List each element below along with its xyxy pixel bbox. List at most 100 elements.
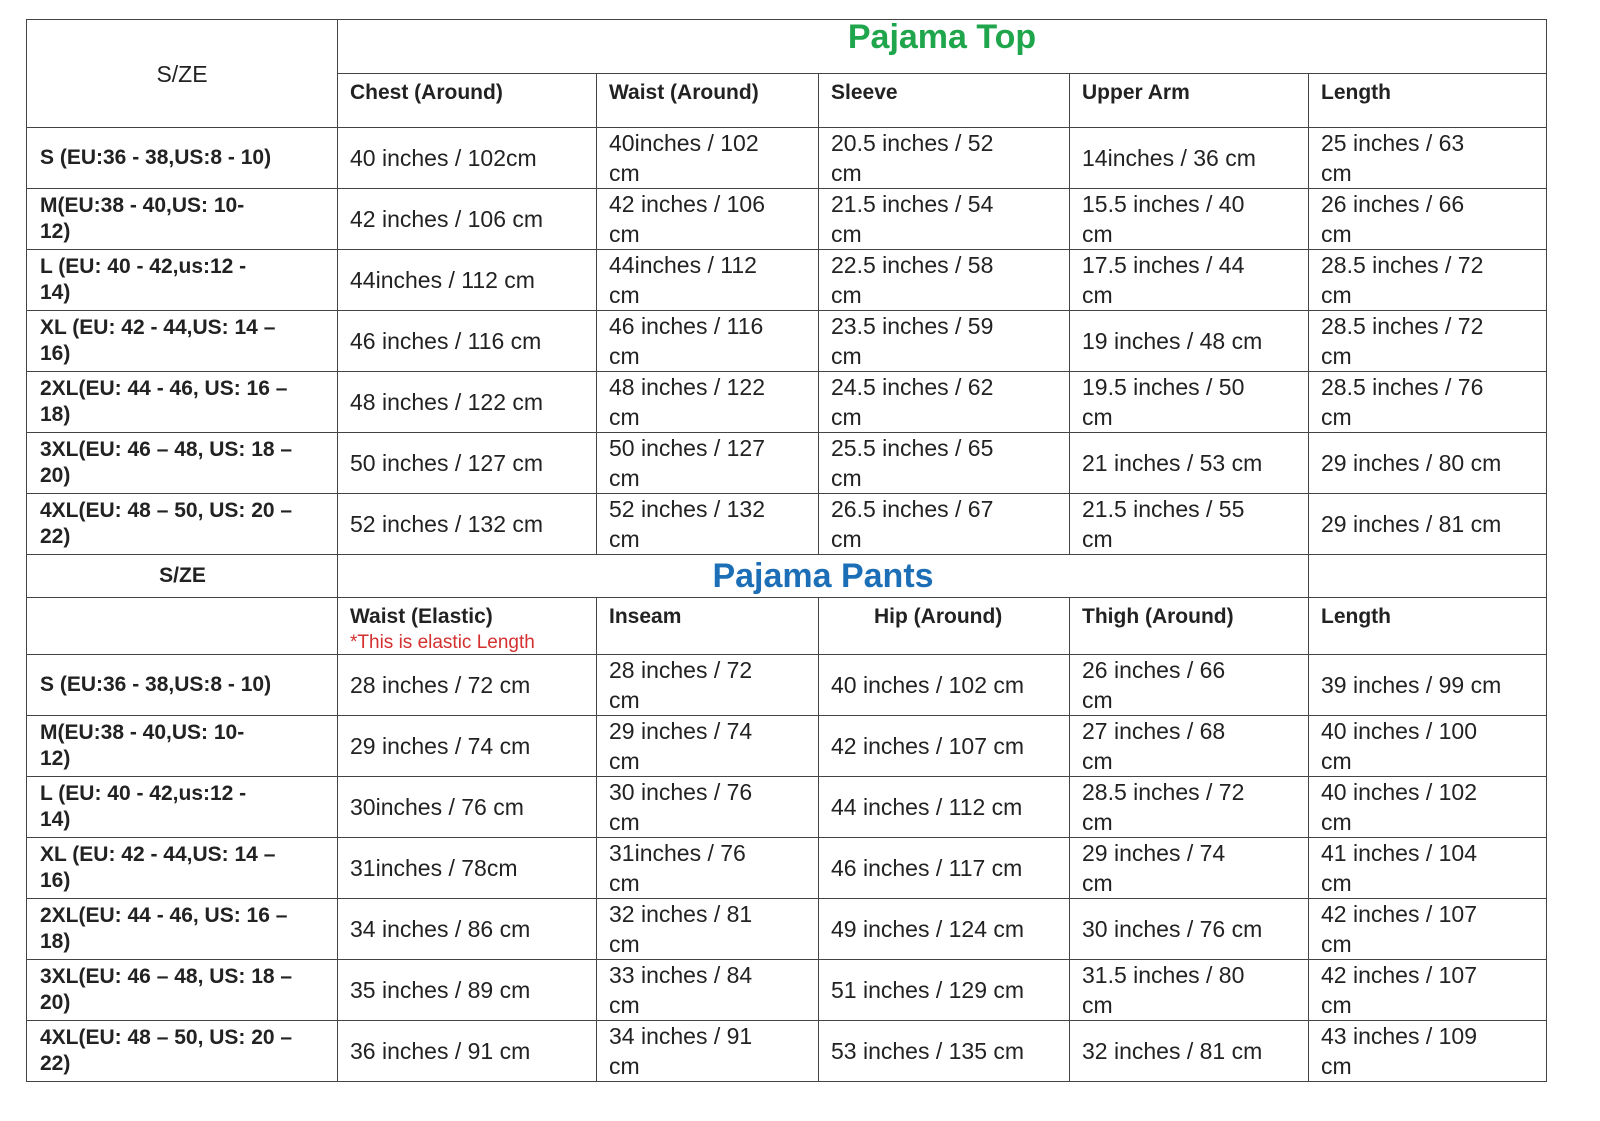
pants-column-header: Hip (Around): [818, 597, 1070, 655]
pants-column-header: Length: [1307, 597, 1548, 655]
measurement-cell: 41 inches / 104 cm: [1307, 837, 1548, 899]
measurement-cell: 28.5 inches / 72 cm: [1307, 310, 1548, 372]
measurement-cell: 31inches / 76 cm: [596, 837, 819, 899]
measurement-cell: 44inches / 112 cm: [337, 249, 597, 311]
top-table-row: 2XL(EU: 44 - 46, US: 16 – 18) 48 inches /…: [26, 371, 1548, 433]
measurement-cell: 50 inches / 127 cm: [337, 432, 597, 494]
size-cell: 2XL(EU: 44 - 46, US: 16 – 18): [26, 371, 338, 433]
measurement-cell: 43 inches / 109 cm: [1307, 1020, 1548, 1082]
pants-table-row: XL (EU: 42 - 44,US: 14 – 16) 31inches / 7…: [26, 837, 1548, 899]
measurement-cell: 24.5 inches / 62 cm: [818, 371, 1070, 433]
pants-header-label: Length: [1321, 605, 1391, 628]
measurement-cell: 20.5 inches / 52 cm: [818, 127, 1070, 189]
measurement-cell: 34 inches / 86 cm: [337, 898, 597, 960]
measurement-cell: 40 inches / 102 cm: [818, 654, 1070, 716]
measurement-cell: 44inches / 112 cm: [596, 249, 819, 311]
measurement-cell: 30 inches / 76 cm: [1069, 898, 1309, 960]
measurement-cell: 25 inches / 63 cm: [1307, 127, 1548, 189]
pants-size-label: S/ZE: [26, 554, 338, 598]
measurement-cell: 35 inches / 89 cm: [337, 959, 597, 1021]
measurement-cell: 28 inches / 72 cm: [596, 654, 819, 716]
size-cell: L (EU: 40 - 42,us:12 - 14): [26, 776, 338, 838]
pajama-pants-title: Pajama Pants: [337, 554, 1309, 598]
measurement-cell: 29 inches / 74 cm: [1069, 837, 1309, 899]
measurement-cell: 15.5 inches / 40 cm: [1069, 188, 1309, 250]
measurement-cell: 40inches / 102 cm: [596, 127, 819, 189]
size-cell: S (EU:36 - 38,US:8 - 10): [26, 654, 338, 716]
size-cell: 4XL(EU: 48 – 50, US: 20 – 22): [26, 1020, 338, 1082]
measurement-cell: 28.5 inches / 72 cm: [1069, 776, 1309, 838]
measurement-cell: 26 inches / 66 cm: [1307, 188, 1548, 250]
measurement-cell: 50 inches / 127 cm: [596, 432, 819, 494]
measurement-cell: 14inches / 36 cm: [1069, 127, 1309, 189]
pants-column-header: Inseam: [596, 597, 819, 655]
measurement-cell: 40 inches / 102cm: [337, 127, 597, 189]
pants-column-header: Waist (Elastic) *This is elastic Length: [337, 597, 597, 655]
measurement-cell: 29 inches / 74 cm: [337, 715, 597, 777]
pajama-top-title: Pajama Top: [336, 19, 1548, 74]
measurement-cell: 17.5 inches / 44 cm: [1069, 249, 1309, 311]
measurement-cell: 51 inches / 129 cm: [818, 959, 1070, 1021]
pants-header-label: Thigh (Around): [1082, 605, 1234, 628]
measurement-cell: 42 inches / 107 cm: [818, 715, 1070, 777]
top-column-header: Waist (Around): [596, 73, 819, 128]
pants-table-row: 4XL(EU: 48 – 50, US: 20 – 22) 36 inches /…: [26, 1020, 1548, 1082]
measurement-cell: 28.5 inches / 76 cm: [1307, 371, 1548, 433]
pants-header-row: Waist (Elastic) *This is elastic Length In…: [26, 597, 1548, 655]
measurement-cell: 28 inches / 72 cm: [337, 654, 597, 716]
top-column-header: Upper Arm: [1069, 73, 1309, 128]
size-cell: M(EU:38 - 40,US: 10- 12): [26, 188, 338, 250]
measurement-cell: 32 inches / 81 cm: [596, 898, 819, 960]
top-table-row: M(EU:38 - 40,US: 10- 12) 42 inches / 106 …: [26, 188, 1548, 250]
measurement-cell: 39 inches / 99 cm: [1307, 654, 1548, 716]
pants-table-row: 3XL(EU: 46 – 48, US: 18 – 20) 35 inches /…: [26, 959, 1548, 1021]
measurement-cell: 28.5 inches / 72 cm: [1307, 249, 1548, 311]
measurement-cell: 46 inches / 116 cm: [596, 310, 819, 372]
measurement-cell: 42 inches / 106 cm: [596, 188, 819, 250]
measurement-cell: 22.5 inches / 58 cm: [818, 249, 1070, 311]
measurement-cell: 52 inches / 132 cm: [337, 493, 597, 555]
measurement-cell: 26 inches / 66 cm: [1069, 654, 1309, 716]
size-cell: XL (EU: 42 - 44,US: 14 – 16): [26, 310, 338, 372]
measurement-cell: 34 inches / 91 cm: [596, 1020, 819, 1082]
pants-table-row: L (EU: 40 - 42,us:12 - 14) 30inches / 76 …: [26, 776, 1548, 838]
measurement-cell: 31inches / 78cm: [337, 837, 597, 899]
pants-header-label: Inseam: [609, 605, 682, 628]
measurement-cell: 32 inches / 81 cm: [1069, 1020, 1309, 1082]
size-cell: L (EU: 40 - 42,us:12 - 14): [26, 249, 338, 311]
size-cell: S (EU:36 - 38,US:8 - 10): [26, 127, 338, 189]
top-title-row: S/ZE Pajama Top: [26, 19, 1548, 128]
measurement-cell: 48 inches / 122 cm: [596, 371, 819, 433]
measurement-cell: 19 inches / 48 cm: [1069, 310, 1309, 372]
measurement-cell: 29 inches / 74 cm: [596, 715, 819, 777]
pants-header-label: Waist (Elastic): [350, 605, 493, 628]
measurement-cell: 30 inches / 76 cm: [596, 776, 819, 838]
measurement-cell: 49 inches / 124 cm: [818, 898, 1070, 960]
top-header-row: Chest (Around) Waist (Around) Sleeve Upper …: [27, 73, 1548, 128]
measurement-cell: 25.5 inches / 65 cm: [818, 432, 1070, 494]
size-cell: M(EU:38 - 40,US: 10- 12): [26, 715, 338, 777]
measurement-cell: 46 inches / 117 cm: [818, 837, 1070, 899]
measurement-cell: 21 inches / 53 cm: [1069, 432, 1309, 494]
top-column-header: Sleeve: [818, 73, 1070, 128]
measurement-cell: 30inches / 76 cm: [337, 776, 597, 838]
measurement-cell: 53 inches / 135 cm: [818, 1020, 1070, 1082]
size-cell: 3XL(EU: 46 – 48, US: 18 – 20): [26, 959, 338, 1021]
measurement-cell: 46 inches / 116 cm: [337, 310, 597, 372]
measurement-cell: 33 inches / 84 cm: [596, 959, 819, 1021]
top-table-row: 3XL(EU: 46 – 48, US: 18 – 20) 50 inches /…: [26, 432, 1548, 494]
top-table-row: L (EU: 40 - 42,us:12 - 14) 44inches / 112…: [26, 249, 1548, 311]
pants-header-label: Hip (Around): [874, 605, 1003, 628]
measurement-cell: 26.5 inches / 67 cm: [818, 493, 1070, 555]
top-table-row: 4XL(EU: 48 – 50, US: 20 – 22) 52 inches /…: [26, 493, 1548, 555]
measurement-cell: 19.5 inches / 50 cm: [1069, 371, 1309, 433]
empty-cell: [26, 597, 338, 655]
measurement-cell: 52 inches / 132 cm: [596, 493, 819, 555]
measurement-cell: 42 inches / 107 cm: [1307, 898, 1548, 960]
empty-cell: [1307, 554, 1548, 598]
size-cell: 2XL(EU: 44 - 46, US: 16 – 18): [26, 898, 338, 960]
measurement-cell: 48 inches / 122 cm: [337, 371, 597, 433]
size-cell: XL (EU: 42 - 44,US: 14 – 16): [26, 837, 338, 899]
measurement-cell: 21.5 inches / 54 cm: [818, 188, 1070, 250]
measurement-cell: 36 inches / 91 cm: [337, 1020, 597, 1082]
